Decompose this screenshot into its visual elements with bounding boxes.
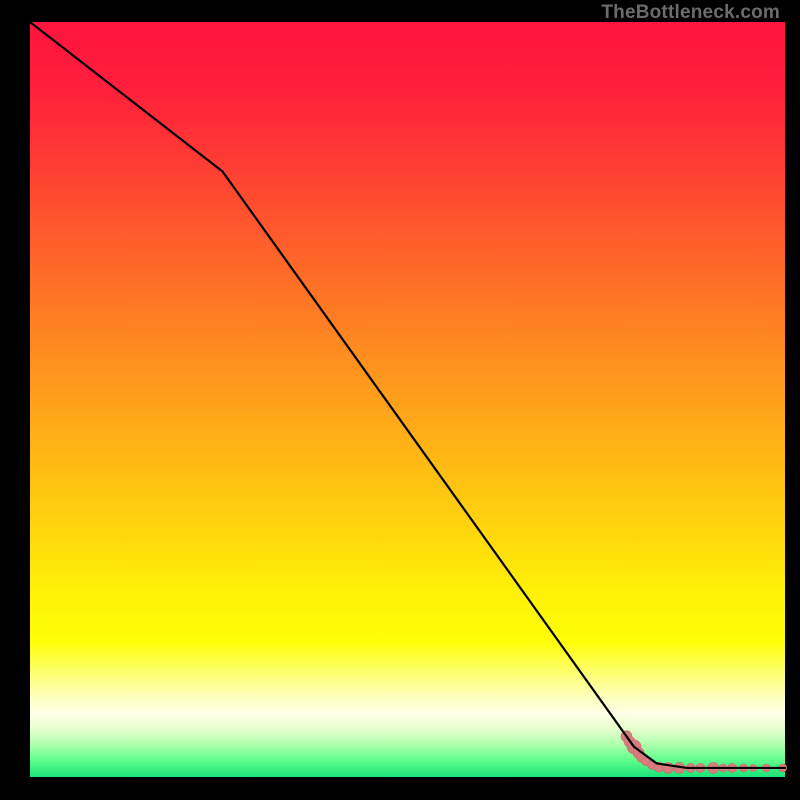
chart-root: TheBottleneck.com: [0, 0, 800, 800]
plot-background: [30, 22, 785, 777]
chart-svg: [0, 0, 800, 800]
watermark-text: TheBottleneck.com: [601, 2, 780, 24]
